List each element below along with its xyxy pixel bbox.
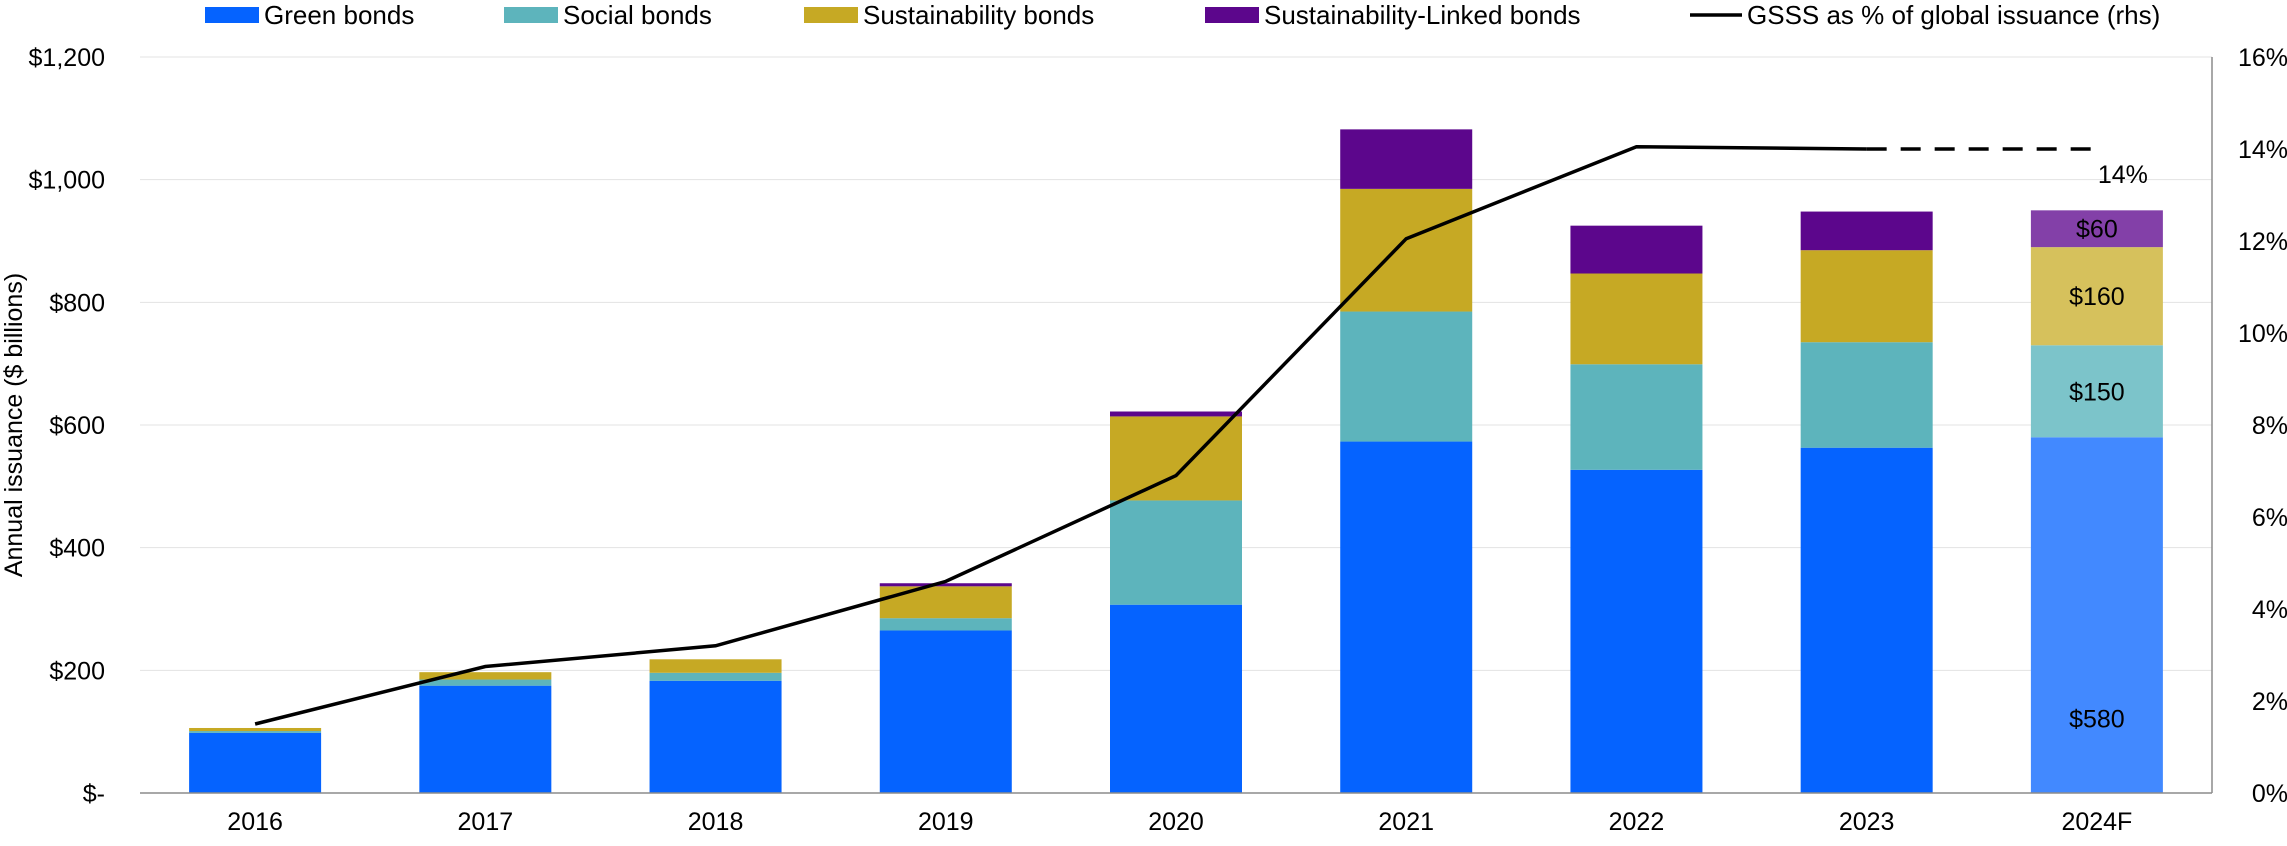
bar-2021-social-bonds <box>1340 311 1473 442</box>
legend-label-line: GSSS as % of global issuance (rhs) <box>1747 0 2160 30</box>
x-tick-label-5: 2021 <box>1378 808 1434 836</box>
bar-2023-sustainability-bonds <box>1800 250 1933 343</box>
bar-2022-green-bonds <box>1570 469 1703 793</box>
bar-2016-sustainability-bonds <box>189 727 322 732</box>
bar-2024F-green-bonds <box>2030 437 2163 793</box>
y-tick-label-0: $- <box>83 780 105 808</box>
bar-2024F-sustainability-bonds <box>2030 247 2163 346</box>
bar-2019-green-bonds <box>879 630 1012 793</box>
bar-2017-green-bonds <box>419 685 552 793</box>
bar-2018-social-bonds <box>649 672 782 681</box>
y2-tick-label-1: 2% <box>2252 688 2287 716</box>
x-tick-label-0: 2016 <box>227 808 283 836</box>
x-tick-label-8: 2024F <box>2061 808 2132 836</box>
bar-2019-sustainability-linked-bonds <box>879 583 1012 587</box>
x-tick-label-4: 2020 <box>1148 808 1204 836</box>
y2-tick-label-7: 14% <box>2238 136 2287 164</box>
y-tick-label-5: $1,000 <box>29 167 105 195</box>
bar-2021-sustainability-bonds <box>1340 188 1473 312</box>
x-tick-label-7: 2023 <box>1839 808 1895 836</box>
data-label-2024f-0: $580 <box>2069 705 2125 733</box>
legend-swatch-0 <box>205 7 259 23</box>
bar-2017-social-bonds <box>419 679 552 686</box>
y2-tick-label-6: 12% <box>2238 228 2287 256</box>
bar-2022-sustainability-bonds <box>1570 273 1703 365</box>
x-tick-label-2: 2018 <box>688 808 744 836</box>
y2-tick-label-0: 0% <box>2252 780 2287 808</box>
bar-2017-sustainability-bonds <box>419 672 552 680</box>
bar-2016-green-bonds <box>189 732 322 793</box>
x-tick-label-3: 2019 <box>918 808 974 836</box>
bar-2023-sustainability-linked-bonds <box>1800 211 1933 251</box>
x-tick-label-1: 2017 <box>458 808 514 836</box>
bar-2022-sustainability-linked-bonds <box>1570 225 1703 274</box>
bar-2016-social-bonds <box>189 731 322 733</box>
bar-2024F-social-bonds <box>2030 345 2163 438</box>
bar-2020-sustainability-linked-bonds <box>1110 411 1242 417</box>
y2-tick-label-5: 10% <box>2238 320 2287 348</box>
bar-2022-social-bonds <box>1570 364 1703 470</box>
y-axis-title: Annual issuance ($ billions) <box>0 273 28 577</box>
legend-label-2: Sustainability bonds <box>863 0 1094 30</box>
bar-2019-sustainability-bonds <box>879 586 1012 619</box>
y2-tick-label-2: 4% <box>2252 596 2287 624</box>
bar-2019-social-bonds <box>879 618 1012 631</box>
legend-label-3: Sustainability-Linked bonds <box>1264 0 1581 30</box>
data-label-2024f-2: $160 <box>2069 283 2125 311</box>
y-tick-label-6: $1,200 <box>29 44 105 72</box>
legend-label-1: Social bonds <box>563 0 712 30</box>
bar-2024F-sustainability-linked-bonds <box>2030 210 2163 248</box>
bar-2023-green-bonds <box>1800 447 1933 793</box>
data-label-2024f-3: $60 <box>2076 216 2118 244</box>
data-label-2024f-1: $150 <box>2069 378 2125 406</box>
gsss-line-solid <box>254 144 1867 726</box>
y-tick-label-3: $600 <box>49 412 105 440</box>
bar-2023-social-bonds <box>1800 342 1933 448</box>
legend-swatch-1 <box>504 7 558 23</box>
bar-2021-green-bonds <box>1340 441 1473 793</box>
y2-tick-label-3: 6% <box>2252 504 2287 532</box>
y-tick-label-2: $400 <box>49 535 105 563</box>
bar-2021-sustainability-linked-bonds <box>1340 129 1473 189</box>
y-tick-label-4: $800 <box>49 289 105 317</box>
bar-2020-social-bonds <box>1110 500 1242 605</box>
y2-tick-label-4: 8% <box>2252 412 2287 440</box>
gsss-line-end-label: 14% <box>2098 161 2148 189</box>
bar-2020-green-bonds <box>1110 604 1242 793</box>
x-tick-label-6: 2022 <box>1609 808 1665 836</box>
bar-2018-green-bonds <box>649 680 782 793</box>
bar-2018-sustainability-bonds <box>649 659 782 673</box>
legend-label-0: Green bonds <box>264 0 414 30</box>
legend-swatch-3 <box>1205 7 1259 23</box>
legend-swatch-2 <box>804 7 858 23</box>
y-tick-label-1: $200 <box>49 657 105 685</box>
y2-tick-label-8: 16% <box>2238 44 2287 72</box>
